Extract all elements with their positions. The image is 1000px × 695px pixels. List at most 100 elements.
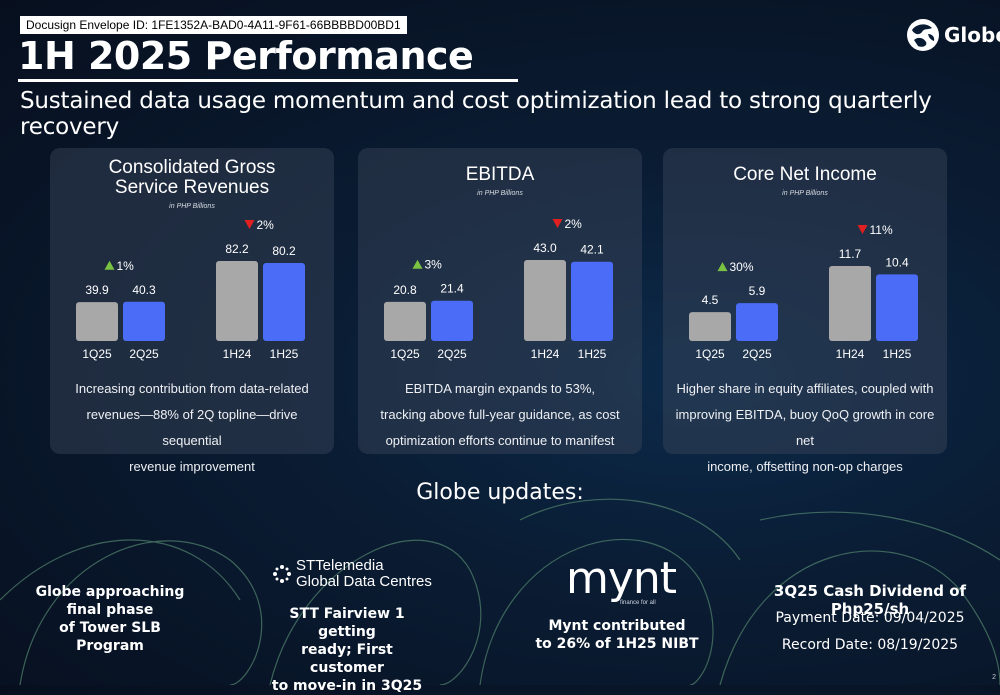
bar xyxy=(689,312,731,341)
data-label: 5.9 xyxy=(749,284,766,298)
up-arrow-icon xyxy=(412,259,423,269)
category-label: 1H24 xyxy=(836,347,865,361)
brand-name: Globe xyxy=(944,23,1000,47)
category-label: 2Q25 xyxy=(129,347,159,361)
category-label: 1H24 xyxy=(223,347,252,361)
data-label: 80.2 xyxy=(272,244,296,258)
up-arrow-icon xyxy=(717,262,728,272)
mynt-logo: mynt xyxy=(566,553,677,604)
bar xyxy=(76,302,118,341)
change-label: 2% xyxy=(257,218,275,232)
stt-dots-icon xyxy=(273,565,291,583)
data-label: 43.0 xyxy=(533,241,557,255)
data-label: 20.8 xyxy=(393,283,417,297)
card-description: Higher share in equity affiliates, coupl… xyxy=(671,376,939,480)
update-tower-slb: Globe approaching final phase of Tower S… xyxy=(30,583,190,655)
category-label: 2Q25 xyxy=(742,347,772,361)
card-description-line: Higher share in equity affiliates, coupl… xyxy=(676,381,934,396)
page-subtitle: Sustained data usage momentum and cost o… xyxy=(20,88,932,140)
data-label: 39.9 xyxy=(85,283,109,297)
card-description-line: improving EBITDA, buoy QoQ growth in cor… xyxy=(675,407,935,448)
card-ebitda: EBITDA in PHP Billions 20.8 1Q25 21.4 2Q25 3… xyxy=(358,148,642,454)
card-description-line: revenue improvement xyxy=(129,459,255,474)
data-label: 11.7 xyxy=(839,247,862,261)
bar xyxy=(431,300,473,341)
page-title: 1H 2025 Performance xyxy=(18,34,474,78)
bar xyxy=(263,262,305,341)
card-title-line: Service Revenues xyxy=(114,177,270,198)
dividend-record-date: Record Date: 08/19/2025 xyxy=(781,637,959,653)
globe-icon xyxy=(907,19,939,51)
change-label: 1% xyxy=(117,259,135,273)
update-line: ready; First customer xyxy=(301,642,393,676)
update-line: Globe approaching xyxy=(35,584,185,600)
category-label: 1Q25 xyxy=(82,347,112,361)
page-number: 2 xyxy=(992,674,996,681)
bar xyxy=(216,261,258,341)
update-line: of Tower SLB Program xyxy=(59,620,161,654)
card-description-line: EBITDA margin expands to 53%, xyxy=(404,381,596,396)
update-stt-fairview: STT Fairview 1 getting ready; First cust… xyxy=(262,605,432,695)
card-core-net-income: Core Net Income in PHP Billions 4.5 1Q25 5… xyxy=(663,148,947,474)
update-mynt: Mynt contributed to 26% of 1H25 NIBT xyxy=(532,617,702,653)
change-label: 3% xyxy=(425,258,443,272)
update-line: Mynt contributed xyxy=(548,618,686,634)
bar-chart: 20.8 1Q25 21.4 2Q25 3% 43.0 1H24 42.1 1H25 2% xyxy=(384,217,613,361)
category-label: 1H25 xyxy=(578,347,607,361)
stt-logo: STTelemedia Global Data Centres xyxy=(272,558,432,590)
category-label: 1H24 xyxy=(531,347,560,361)
update-line: to move-in in 3Q25 xyxy=(271,678,423,694)
bar-chart: 39.9 1Q25 40.3 2Q25 1% 82.2 1H24 80.2 1H25 2% xyxy=(76,218,305,361)
category-label: 1H25 xyxy=(270,347,299,361)
card-description-line: Increasing contribution from data-relate… xyxy=(75,381,309,396)
title-underline xyxy=(18,79,518,82)
card-description: EBITDA margin expands to 53%, tracking a… xyxy=(366,376,634,454)
bar xyxy=(524,260,566,341)
change-label: 30% xyxy=(730,260,754,274)
card-gross-service-revenues: Consolidated Gross Service Revenues in P… xyxy=(50,148,334,474)
update-line: final phase xyxy=(66,602,154,618)
down-arrow-icon xyxy=(857,225,868,234)
data-label: 82.2 xyxy=(225,242,249,256)
category-label: 1Q25 xyxy=(390,347,420,361)
card-description-line: income, offsetting non-op charges xyxy=(707,459,903,474)
card-description-line: optimization efforts continue to manifes… xyxy=(385,433,615,448)
bar xyxy=(736,303,778,341)
change-label: 2% xyxy=(565,217,583,231)
bar-chart: 4.5 1Q25 5.9 2Q25 30% 11.7 1H24 10.4 1H25 11% xyxy=(689,223,918,361)
update-line: to 26% of 1H25 NIBT xyxy=(535,636,699,652)
envelope-id: Docusign Envelope ID: 1FE1352A-BAD0-4A11… xyxy=(20,16,407,34)
card-unit: in PHP Billions xyxy=(169,203,215,210)
bar xyxy=(384,301,426,341)
card-title-line: Consolidated Gross xyxy=(108,157,276,178)
card-description-line: revenues—88% of 2Q topline—drive sequent… xyxy=(86,407,298,448)
update-line: STT Fairview 1 getting xyxy=(289,606,405,640)
down-arrow-icon xyxy=(244,220,255,229)
change-label: 11% xyxy=(870,223,893,237)
globe-logo: Globe xyxy=(906,18,1000,52)
data-label: 10.4 xyxy=(885,255,909,269)
bar xyxy=(829,266,871,341)
card-description-line: tracking above full-year guidance, as co… xyxy=(380,407,620,422)
bar xyxy=(571,261,613,341)
category-label: 1Q25 xyxy=(695,347,725,361)
down-arrow-icon xyxy=(552,219,563,228)
data-label: 21.4 xyxy=(440,282,464,296)
card-title-line: Core Net Income xyxy=(733,164,877,185)
dividend-title: 3Q25 Cash Dividend of Php25/sh xyxy=(773,582,967,618)
data-label: 40.3 xyxy=(132,283,156,297)
data-label: 4.5 xyxy=(702,293,719,307)
stt-logo-line: STTelemedia xyxy=(296,557,384,574)
dividend-payment-date: Payment Date: 09/04/2025 xyxy=(775,610,965,626)
category-label: 1H25 xyxy=(883,347,912,361)
bar xyxy=(876,274,918,341)
card-description: Increasing contribution from data-relate… xyxy=(58,376,326,480)
up-arrow-icon xyxy=(104,260,115,270)
data-label: 42.1 xyxy=(580,243,604,257)
card-unit: in PHP Billions xyxy=(782,190,828,197)
card-unit: in PHP Billions xyxy=(477,190,523,197)
category-label: 2Q25 xyxy=(437,347,467,361)
updates-heading: Globe updates: xyxy=(416,480,584,505)
card-title-line: EBITDA xyxy=(465,164,535,185)
